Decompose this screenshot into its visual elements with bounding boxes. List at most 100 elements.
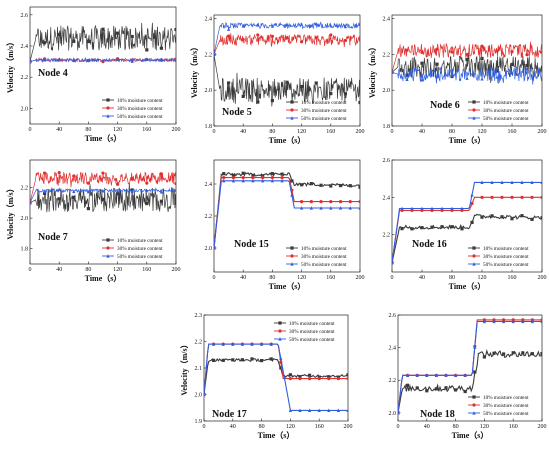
x-tick-label: 80	[449, 275, 455, 281]
y-tick-label: 2.0	[389, 411, 397, 417]
series-marker	[540, 69, 542, 73]
series-marker	[405, 77, 409, 82]
legend-marker	[472, 254, 476, 258]
series-marker	[288, 377, 292, 381]
series-marker	[57, 57, 61, 61]
series-marker	[241, 176, 245, 180]
series-marker	[319, 200, 323, 204]
node-label: Node 16	[412, 239, 447, 250]
series-marker	[492, 319, 496, 324]
series-marker	[240, 342, 244, 346]
series-marker	[240, 358, 244, 362]
series-marker	[440, 206, 444, 211]
series-marker	[336, 408, 340, 412]
series-marker	[72, 39, 76, 43]
series-marker	[405, 73, 409, 77]
series-marker	[392, 70, 394, 74]
series-marker	[300, 40, 304, 44]
series-marker	[145, 201, 149, 206]
legend-marker	[290, 254, 294, 258]
series-marker	[256, 23, 260, 27]
series-group	[30, 170, 176, 213]
plot-frame	[29, 6, 177, 125]
series-marker	[495, 75, 499, 79]
node-label: Node 15	[234, 239, 269, 250]
legend-marker	[290, 108, 294, 112]
series-marker	[454, 373, 458, 377]
series-marker	[130, 34, 134, 39]
legend-label: 50% moisture content	[483, 411, 529, 417]
series-marker	[251, 176, 255, 180]
series-marker	[540, 216, 542, 220]
legend-marker	[106, 106, 110, 110]
series-marker	[298, 375, 302, 379]
series-marker	[159, 46, 163, 50]
series-marker	[314, 81, 318, 85]
series-marker	[410, 206, 414, 211]
series-marker	[510, 50, 514, 54]
series-marker	[116, 57, 120, 61]
series-marker	[231, 358, 235, 362]
series-marker	[463, 373, 467, 377]
series-marker	[116, 31, 120, 35]
x-tick-label: 200	[538, 129, 547, 135]
y-tick-label: 2.4	[205, 17, 213, 23]
series-marker	[290, 193, 294, 197]
series-line-3	[392, 181, 542, 263]
series-marker	[204, 392, 206, 397]
y-tick-label: 2.3	[195, 313, 203, 319]
x-tick-label: 0	[29, 127, 32, 133]
series-line-3	[398, 320, 542, 413]
y-axis-label: Velocity（m/s）	[179, 340, 189, 395]
legend-marker	[290, 116, 294, 120]
series-group	[204, 342, 348, 412]
legend-marker	[106, 114, 110, 118]
x-tick-label: 160	[326, 129, 335, 135]
y-axis-label: Velocity（m/s）	[189, 43, 199, 98]
series-marker	[285, 80, 289, 84]
panel-node-15: 0 40 80 120 160 200 2.0 2.2 2.4 Time（s） Node 15 10%…	[205, 159, 365, 291]
x-tick-label: 80	[259, 424, 265, 430]
x-tick-label: 0	[213, 275, 216, 281]
series-marker	[309, 182, 313, 186]
series-group	[392, 180, 542, 265]
series-line-3	[392, 66, 542, 85]
series-marker	[159, 57, 163, 62]
series-marker	[465, 52, 469, 57]
series-marker	[269, 342, 273, 346]
series-marker	[227, 34, 231, 38]
legend-marker	[106, 254, 110, 258]
series-marker	[329, 33, 333, 37]
series-marker	[214, 246, 216, 250]
series-marker	[86, 207, 90, 211]
series-group	[30, 22, 176, 64]
legend-label: 30% moisture content	[301, 254, 347, 260]
series-marker	[270, 178, 274, 183]
series-marker	[327, 375, 331, 379]
series-marker	[470, 220, 474, 225]
x-tick-label: 80	[453, 424, 459, 430]
x-tick-label: 200	[538, 424, 547, 430]
series-marker	[358, 100, 360, 105]
series-marker	[72, 195, 76, 199]
series-marker	[57, 187, 61, 191]
legend-marker	[472, 411, 476, 415]
series-marker	[261, 176, 265, 180]
series-marker	[270, 176, 274, 180]
series-marker	[212, 342, 216, 346]
legend-marker	[472, 246, 476, 250]
legend-label: 30% moisture content	[483, 403, 529, 409]
x-axis-label: Time（s）	[85, 133, 122, 143]
series-marker	[319, 206, 323, 210]
series-marker	[329, 23, 333, 28]
series-marker	[480, 77, 484, 81]
series-marker	[57, 197, 61, 201]
series-marker	[214, 52, 216, 56]
series-marker	[212, 358, 216, 362]
y-tick-label: 1.9	[195, 419, 203, 425]
series-marker	[415, 386, 419, 390]
legend-marker	[472, 395, 476, 399]
series-marker	[86, 58, 90, 62]
series-marker	[101, 27, 105, 31]
x-tick-label: 80	[85, 127, 91, 133]
